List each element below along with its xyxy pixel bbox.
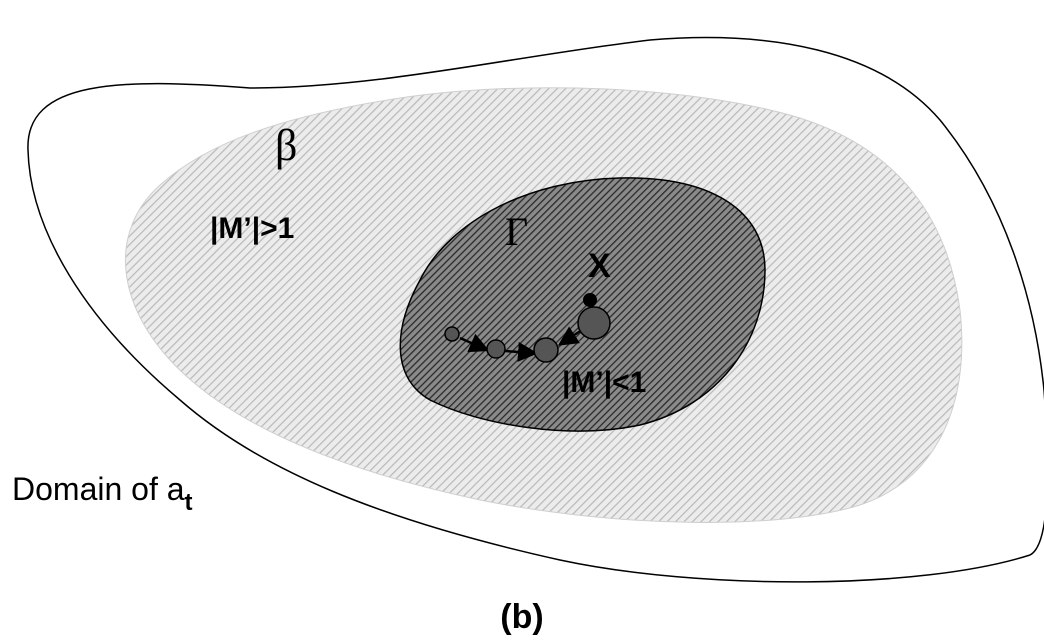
trajectory-arrow-2 <box>504 341 538 362</box>
trajectory-arrow-1 <box>459 333 490 353</box>
inner-condition-label: |M’|<1 <box>562 366 646 399</box>
domain-label-text: Domain of a <box>12 471 185 507</box>
domain-label: Domain of at <box>12 471 193 516</box>
beta-label: β <box>275 121 297 170</box>
trajectory-point-4 <box>577 306 611 340</box>
fixed-point-dot <box>583 293 597 307</box>
figure-caption: (b) <box>500 598 543 636</box>
trajectory-point-1 <box>444 326 460 342</box>
trajectory-point-2 <box>486 339 506 359</box>
outer-condition-label: |M’|>1 <box>210 212 294 245</box>
fixed-point-label: X <box>588 247 611 285</box>
gamma-region <box>399 177 766 432</box>
gamma-label: Γ <box>505 209 528 254</box>
trajectory-point-3 <box>533 337 559 363</box>
domain-label-subscript: t <box>185 489 193 516</box>
